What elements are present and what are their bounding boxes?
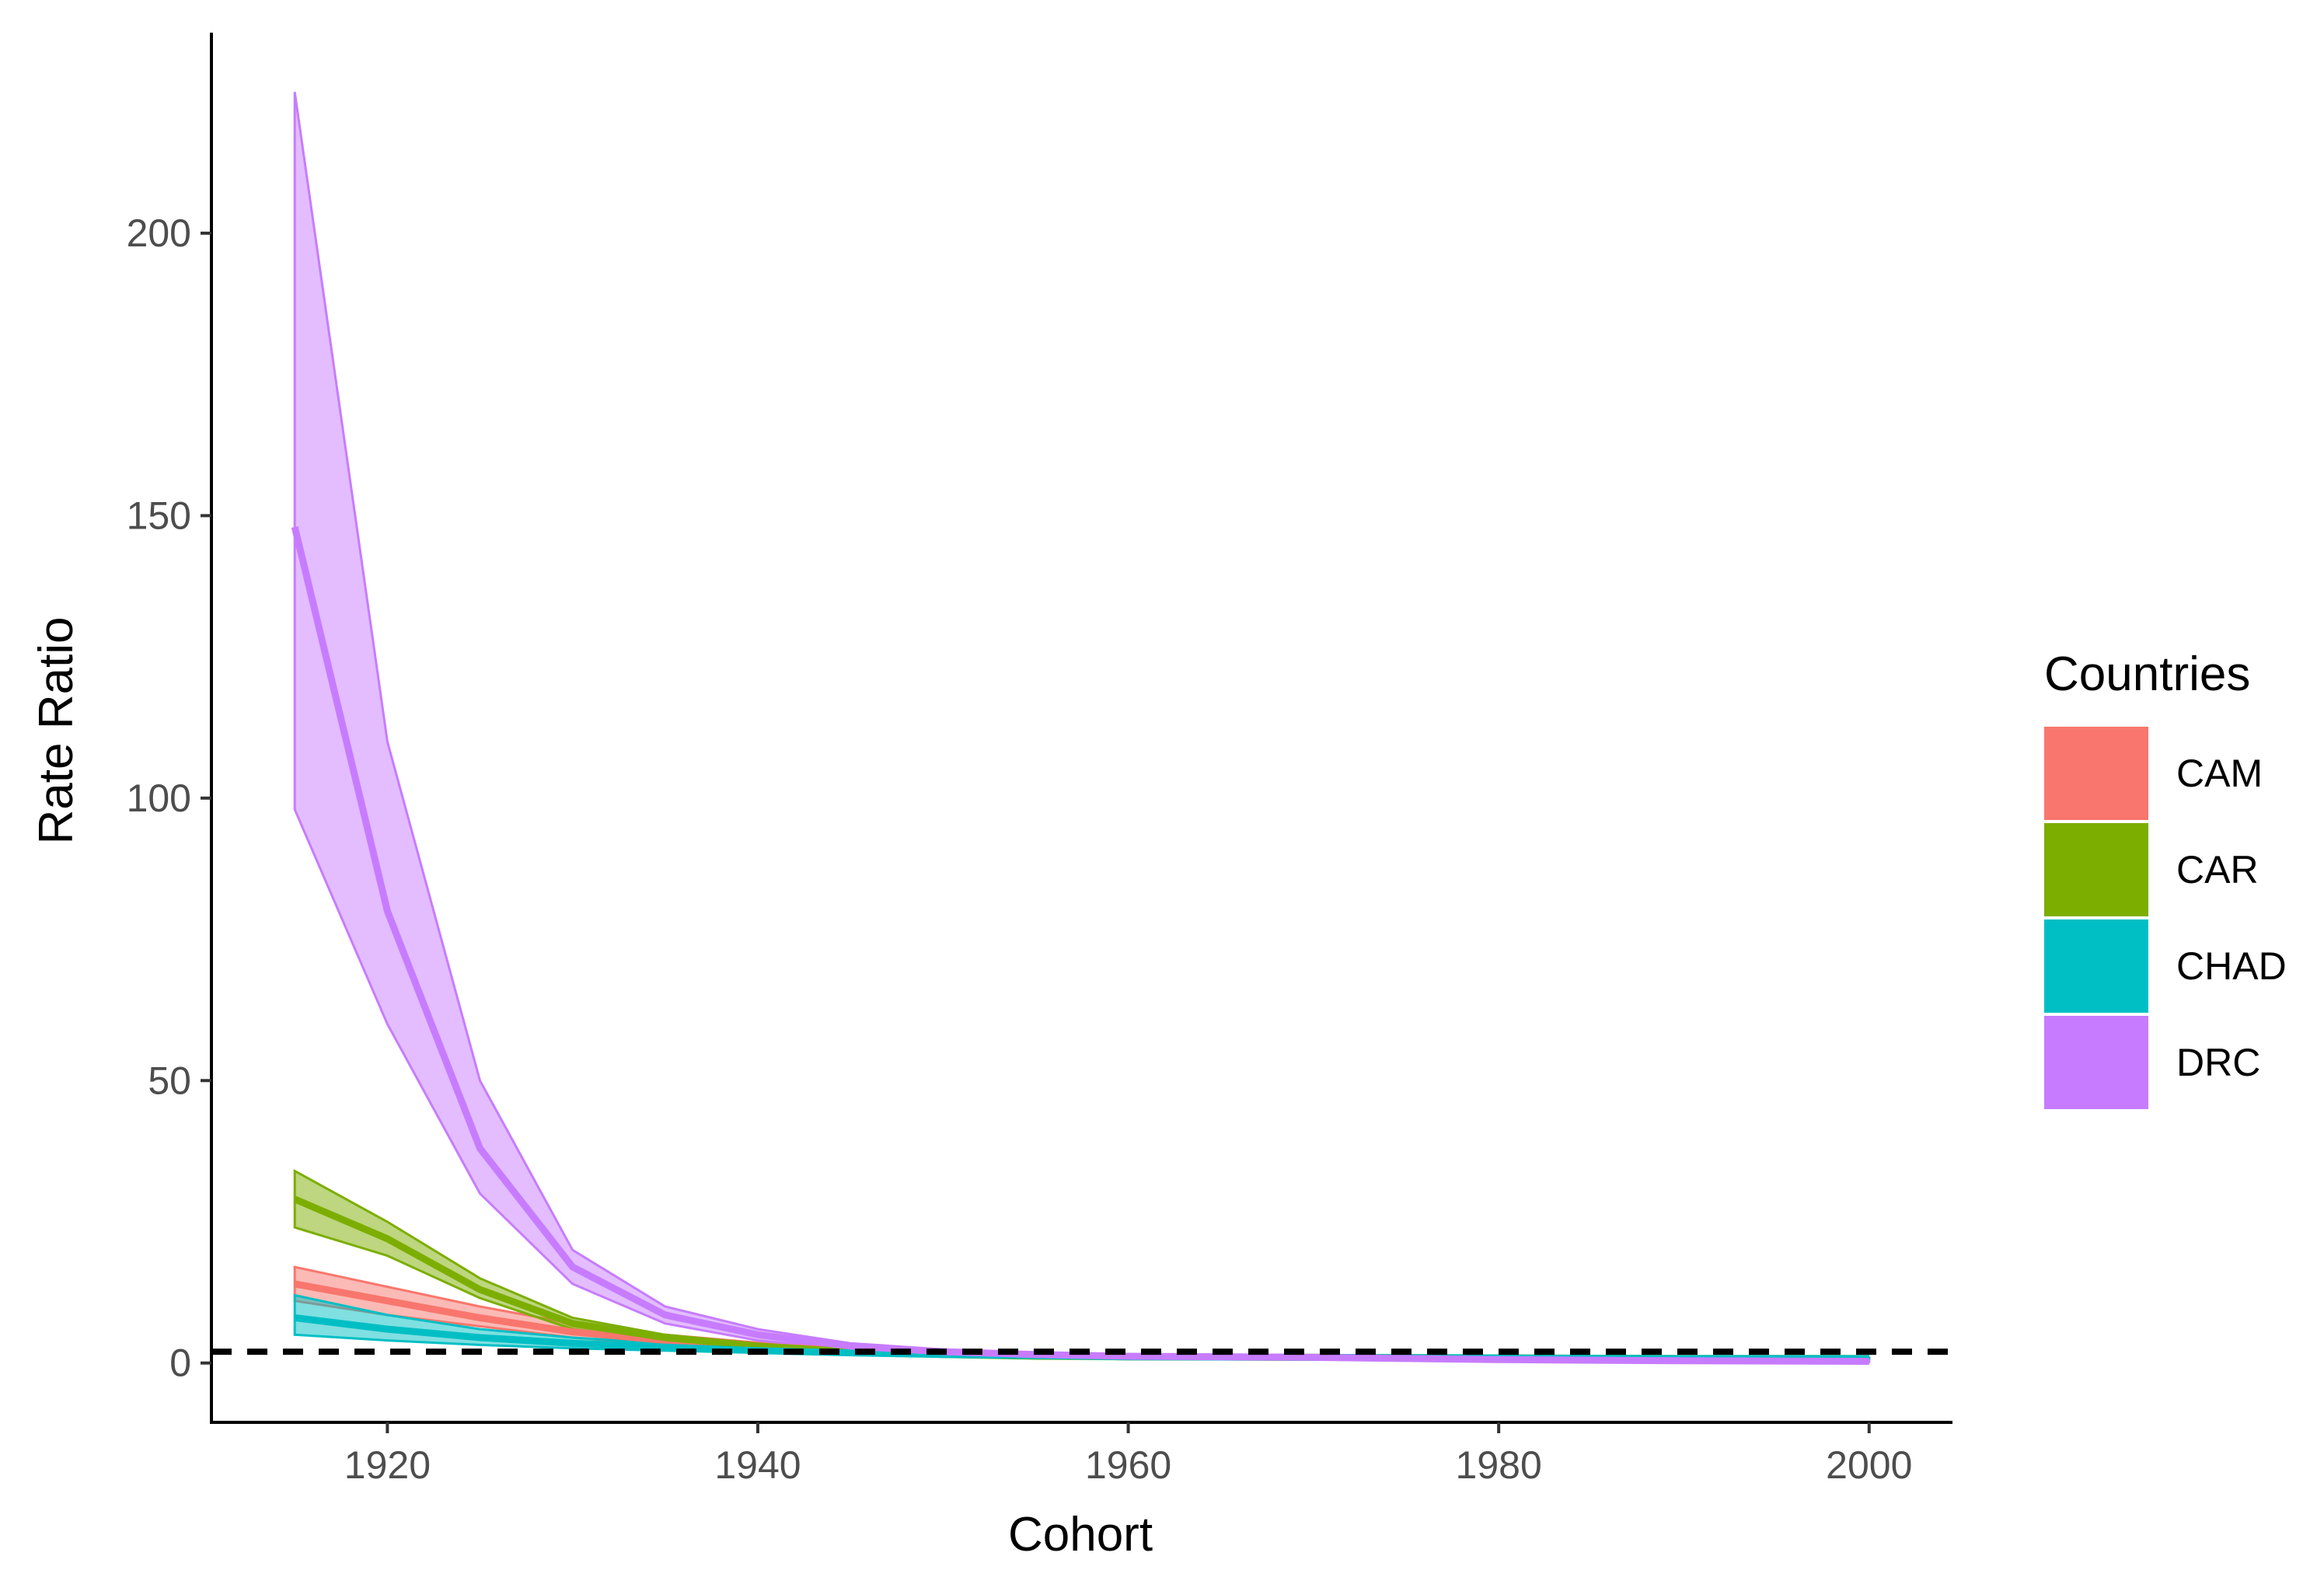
legend-key-chad <box>2044 919 2148 1013</box>
y-tick-label: 0 <box>169 1342 191 1385</box>
x-tick-label: 1960 <box>1085 1443 1171 1487</box>
x-axis-title: Cohort <box>1008 1508 1153 1561</box>
y-axis-ticks: 0 50 100 150 200 <box>127 211 211 1385</box>
x-axis-ticks: 1920 1940 1960 1980 2000 <box>344 1422 1912 1487</box>
legend-label-car: CAR <box>2176 848 2259 891</box>
x-tick-label: 1980 <box>1456 1443 1542 1487</box>
y-tick-label: 50 <box>148 1059 191 1102</box>
legend-label-chad: CHAD <box>2176 944 2287 988</box>
x-tick-label: 2000 <box>1826 1443 1912 1487</box>
legend-title: Countries <box>2044 647 2250 701</box>
y-tick-label: 200 <box>127 211 191 255</box>
legend-key-cam <box>2044 727 2148 820</box>
legend-key-drc <box>2044 1016 2148 1109</box>
legend: Countries CAM CAR CHAD DRC <box>2044 647 2287 1109</box>
legend-key-car <box>2044 823 2148 916</box>
legend-label-drc: DRC <box>2176 1041 2260 1084</box>
legend-label-cam: CAM <box>2176 752 2263 795</box>
y-tick-label: 150 <box>127 494 191 537</box>
y-tick-label: 100 <box>127 776 191 820</box>
x-tick-label: 1940 <box>714 1443 801 1487</box>
x-tick-label: 1920 <box>344 1443 431 1487</box>
y-axis-title: Rate Ratio <box>30 617 83 845</box>
